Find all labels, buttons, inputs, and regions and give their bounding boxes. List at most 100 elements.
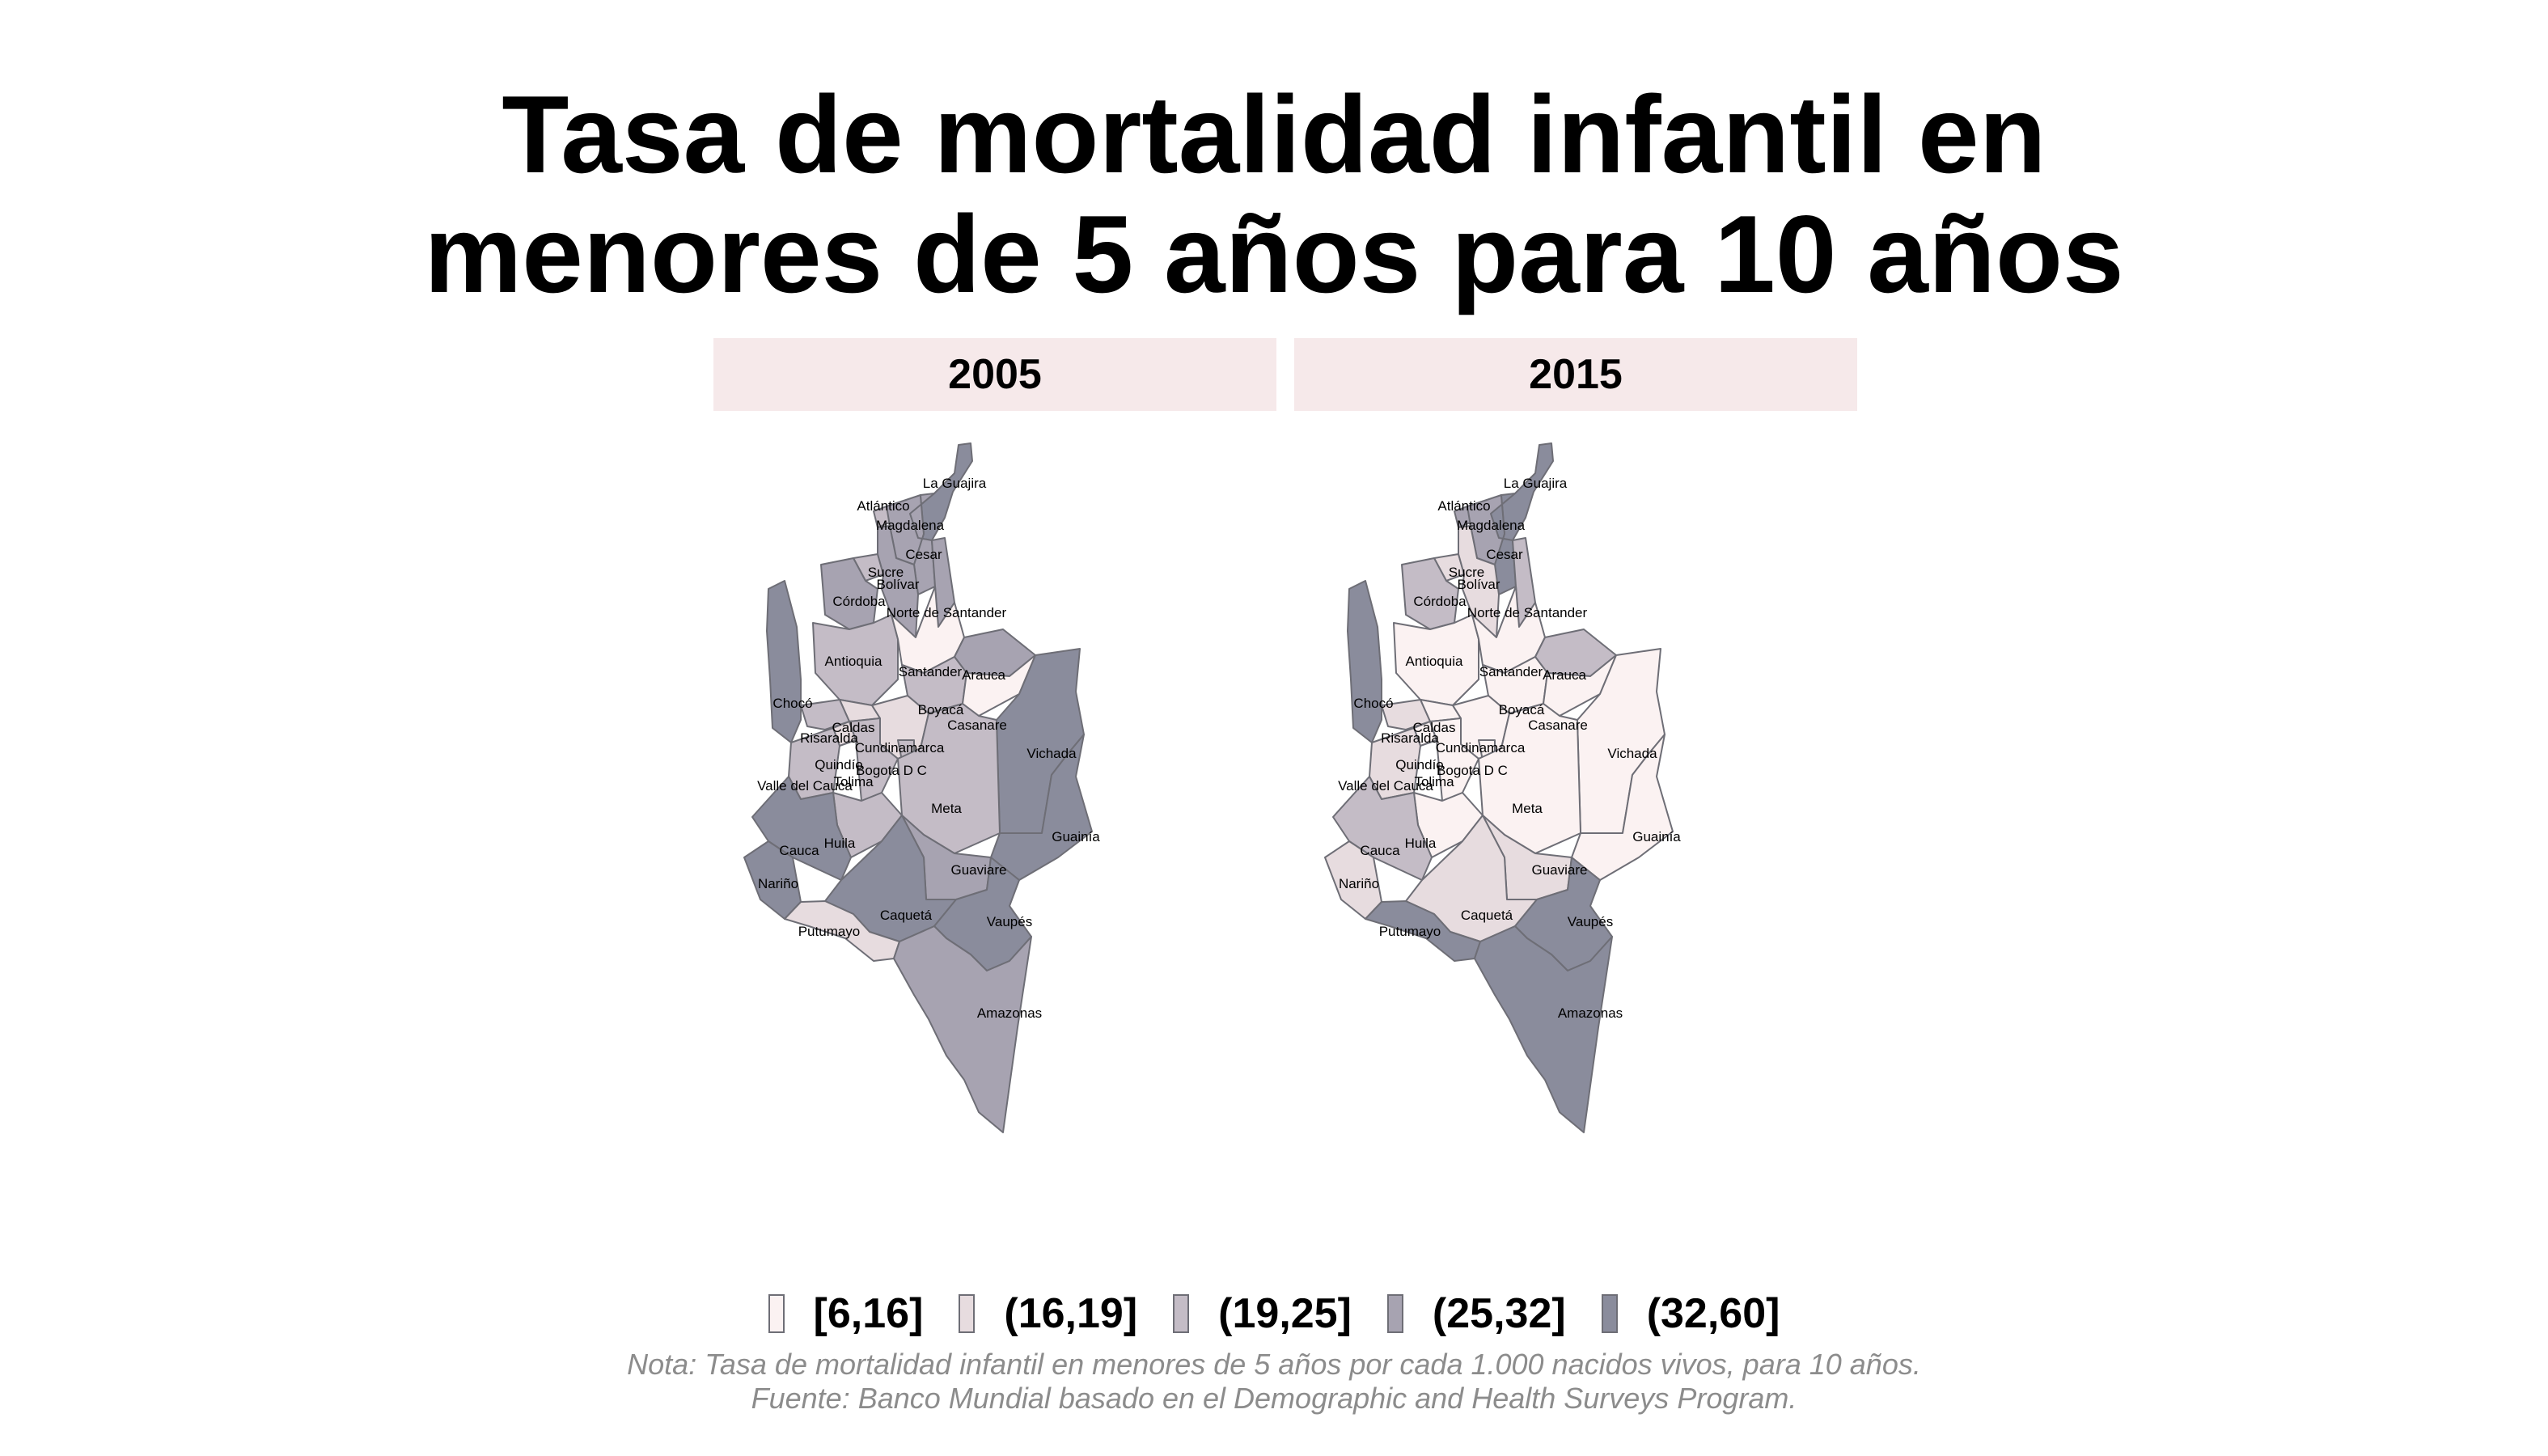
legend-swatch: [1173, 1294, 1190, 1333]
legend-swatch: [1386, 1294, 1403, 1333]
department-label: Caldas: [832, 720, 875, 735]
department-antioquia: [1393, 614, 1479, 706]
department-label: Amazonas: [977, 1005, 1042, 1021]
department-shapes: [743, 442, 1093, 1133]
department-label: Antioquia: [1406, 654, 1463, 669]
department-label: Tolima: [833, 774, 874, 789]
department-label: Magdalena: [1457, 518, 1526, 533]
department-label: Guainía: [1052, 829, 1100, 844]
department-label: Quindío: [815, 757, 863, 772]
department-choco: [1347, 580, 1382, 743]
department-label: Valle del Cauca: [757, 778, 853, 794]
department-label: Meta: [931, 801, 962, 816]
department-label: Cesar: [905, 547, 942, 562]
department-label: Norte de Santander: [887, 605, 1007, 620]
legend-item: (25,32]: [1386, 1289, 1566, 1338]
department-cordoba: [820, 557, 878, 630]
department-label: Boyacá: [918, 702, 964, 717]
department-label: Sucre: [868, 565, 904, 580]
department-label: Bolívar: [1458, 577, 1500, 592]
department-label: Valle del Cauca: [1338, 778, 1433, 794]
department-label: Atlántico: [857, 498, 909, 514]
department-tolima: [1429, 717, 1479, 802]
department-label: Guainía: [1632, 829, 1681, 844]
department-label: Vichada: [1026, 746, 1077, 761]
department-tolima: [849, 717, 899, 802]
department-label: Boyacá: [1499, 702, 1545, 717]
department-label: Caldas: [1413, 720, 1456, 735]
department-label: Guaviare: [1532, 862, 1588, 878]
department-label: Cundinamarca: [1436, 740, 1526, 756]
department-label: Córdoba: [1413, 594, 1467, 609]
legend-item: (19,25]: [1173, 1289, 1352, 1338]
department-label: Risaralda: [800, 730, 858, 746]
department-label: Risaralda: [1381, 730, 1439, 746]
department-label: Huila: [1405, 836, 1437, 851]
legend-label: (32,60]: [1646, 1290, 1780, 1337]
department-label: Putumayo: [798, 924, 861, 939]
department-antioquia: [812, 614, 899, 706]
department-label: Nariño: [758, 876, 798, 891]
department-label: Cauca: [1360, 843, 1400, 858]
choropleth-map-2015: La GuajiraAtlánticoMagdalenaCesarSucreBo…: [1324, 442, 1681, 1133]
department-label: Santander: [1479, 664, 1543, 679]
legend-item: [6,16]: [768, 1289, 923, 1338]
department-label: Chocó: [1353, 696, 1393, 711]
department-label: Magdalena: [876, 518, 945, 533]
department-label: Amazonas: [1558, 1005, 1623, 1021]
department-label: Chocó: [772, 696, 812, 711]
panel-header-2005: 2005: [713, 338, 1276, 411]
legend-item: (32,60]: [1601, 1289, 1780, 1338]
department-label: Vaupés: [987, 914, 1032, 929]
department-label: Vichada: [1607, 746, 1657, 761]
department-label: Antioquia: [825, 654, 882, 669]
legend-label: (16,19]: [1004, 1290, 1138, 1337]
department-label: Quindío: [1395, 757, 1444, 772]
department-amazonas: [1474, 925, 1613, 1133]
department-label: La Guajira: [1504, 476, 1568, 491]
department-label: Atlántico: [1437, 498, 1490, 514]
department-label: Norte de Santander: [1467, 605, 1588, 620]
chart-title-line-2: menores de 5 años para 10 años: [424, 193, 2124, 315]
department-label: Bogota D C: [856, 763, 927, 778]
department-label: Casanare: [1528, 717, 1588, 733]
department-label: Guaviare: [951, 862, 1007, 878]
legend-item: (16,19]: [959, 1289, 1137, 1338]
department-label: Sucre: [1449, 565, 1484, 580]
legend-swatch: [959, 1294, 976, 1333]
department-label: Córdoba: [832, 594, 886, 609]
department-label: Cundinamarca: [855, 740, 945, 756]
footnote-note: Nota: Tasa de mortalidad infantil en men…: [627, 1348, 1921, 1381]
choropleth-map-2005: La GuajiraAtlánticoMagdalenaCesarSucreBo…: [743, 442, 1100, 1133]
department-label: Arauca: [962, 667, 1005, 683]
legend-label: (25,32]: [1432, 1290, 1566, 1337]
department-label: Nariño: [1339, 876, 1379, 891]
chart-title: Tasa de mortalidad infantil en menores d…: [0, 74, 2548, 314]
department-label: Meta: [1512, 801, 1543, 816]
department-label: Santander: [899, 664, 963, 679]
department-label: Caquetá: [880, 908, 933, 923]
footnote: Nota: Tasa de mortalidad infantil en men…: [0, 1348, 2548, 1416]
department-label: Arauca: [1543, 667, 1586, 683]
department-label: Cesar: [1486, 547, 1523, 562]
department-label: Putumayo: [1379, 924, 1441, 939]
department-label: Huila: [824, 836, 856, 851]
legend-label: (19,25]: [1218, 1290, 1352, 1337]
footnote-source: Fuente: Banco Mundial basado en el Demog…: [751, 1382, 1797, 1415]
department-label: Cauca: [779, 843, 819, 858]
legend-swatch: [768, 1294, 785, 1333]
department-label: La Guajira: [923, 476, 987, 491]
department-choco: [766, 580, 802, 743]
department-shapes: [1324, 442, 1674, 1133]
department-label: Bogota D C: [1437, 763, 1508, 778]
department-cordoba: [1401, 557, 1459, 630]
department-label: Vaupés: [1568, 914, 1613, 929]
legend: [6,16] (16,19] (19,25] (25,32] (32,60]: [0, 1289, 2548, 1338]
department-labels: La GuajiraAtlánticoMagdalenaCesarSucreBo…: [757, 476, 1100, 1021]
department-amazonas: [893, 925, 1032, 1133]
department-label: Bolívar: [877, 577, 920, 592]
chart-title-line-1: Tasa de mortalidad infantil en: [502, 73, 2046, 196]
panel-header-2015: 2015: [1294, 338, 1857, 411]
legend-swatch: [1601, 1294, 1618, 1333]
department-label: Tolima: [1414, 774, 1454, 789]
